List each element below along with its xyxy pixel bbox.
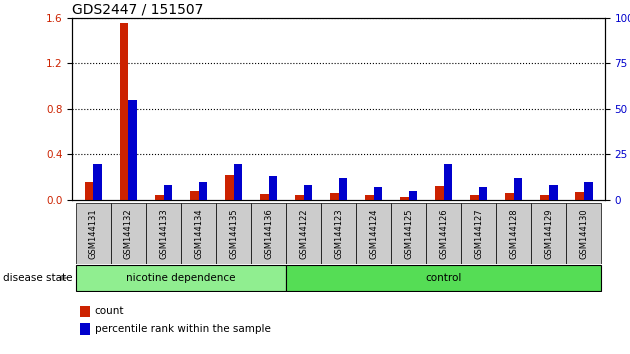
- Bar: [268, 176, 277, 200]
- Bar: [286, 265, 601, 291]
- Bar: [479, 187, 488, 200]
- Bar: [566, 203, 601, 264]
- Text: GSM144134: GSM144134: [194, 208, 203, 259]
- Bar: [216, 203, 251, 264]
- Bar: [111, 203, 146, 264]
- Bar: [81, 306, 90, 317]
- Bar: [251, 203, 286, 264]
- Text: GSM144129: GSM144129: [544, 208, 553, 259]
- Bar: [93, 164, 102, 200]
- Bar: [584, 182, 593, 200]
- Bar: [365, 195, 374, 200]
- Bar: [513, 178, 522, 200]
- Text: count: count: [94, 307, 124, 316]
- Text: GSM144122: GSM144122: [299, 208, 308, 259]
- Bar: [461, 203, 496, 264]
- Bar: [496, 203, 531, 264]
- Text: GSM144133: GSM144133: [159, 208, 168, 259]
- Bar: [426, 203, 461, 264]
- Bar: [304, 185, 312, 200]
- Bar: [225, 175, 234, 200]
- Text: GSM144124: GSM144124: [369, 208, 378, 259]
- Bar: [400, 196, 409, 200]
- Bar: [76, 203, 111, 264]
- Text: GSM144131: GSM144131: [89, 208, 98, 259]
- Bar: [84, 182, 93, 200]
- Bar: [470, 195, 479, 200]
- Text: nicotine dependence: nicotine dependence: [126, 273, 236, 283]
- Text: GSM144125: GSM144125: [404, 208, 413, 259]
- Bar: [181, 203, 216, 264]
- Bar: [575, 192, 584, 200]
- Text: GSM144127: GSM144127: [474, 208, 483, 259]
- Bar: [295, 195, 304, 200]
- Bar: [435, 186, 444, 200]
- Bar: [234, 164, 243, 200]
- Bar: [81, 324, 90, 335]
- Bar: [531, 203, 566, 264]
- Text: GSM144132: GSM144132: [124, 208, 133, 259]
- Bar: [549, 185, 558, 200]
- Bar: [260, 194, 268, 200]
- Bar: [76, 265, 286, 291]
- Bar: [286, 203, 321, 264]
- Text: GSM144128: GSM144128: [509, 208, 518, 259]
- Bar: [155, 195, 164, 200]
- Bar: [391, 203, 426, 264]
- Text: disease state: disease state: [3, 273, 72, 283]
- Bar: [374, 187, 382, 200]
- Text: GSM144123: GSM144123: [334, 208, 343, 259]
- Bar: [190, 191, 198, 200]
- Bar: [129, 100, 137, 200]
- Text: GDS2447 / 151507: GDS2447 / 151507: [72, 2, 204, 17]
- Text: GSM144130: GSM144130: [580, 208, 588, 259]
- Text: GSM144136: GSM144136: [264, 208, 273, 259]
- Bar: [540, 195, 549, 200]
- Bar: [330, 193, 338, 200]
- Text: GSM144126: GSM144126: [439, 208, 448, 259]
- Bar: [321, 203, 356, 264]
- Bar: [409, 191, 418, 200]
- Text: GSM144135: GSM144135: [229, 208, 238, 259]
- Text: percentile rank within the sample: percentile rank within the sample: [94, 324, 271, 334]
- Bar: [505, 193, 513, 200]
- Text: control: control: [425, 273, 462, 283]
- Bar: [120, 23, 129, 200]
- Bar: [146, 203, 181, 264]
- Bar: [338, 178, 347, 200]
- Bar: [356, 203, 391, 264]
- Bar: [164, 185, 172, 200]
- Bar: [198, 182, 207, 200]
- Bar: [444, 164, 452, 200]
